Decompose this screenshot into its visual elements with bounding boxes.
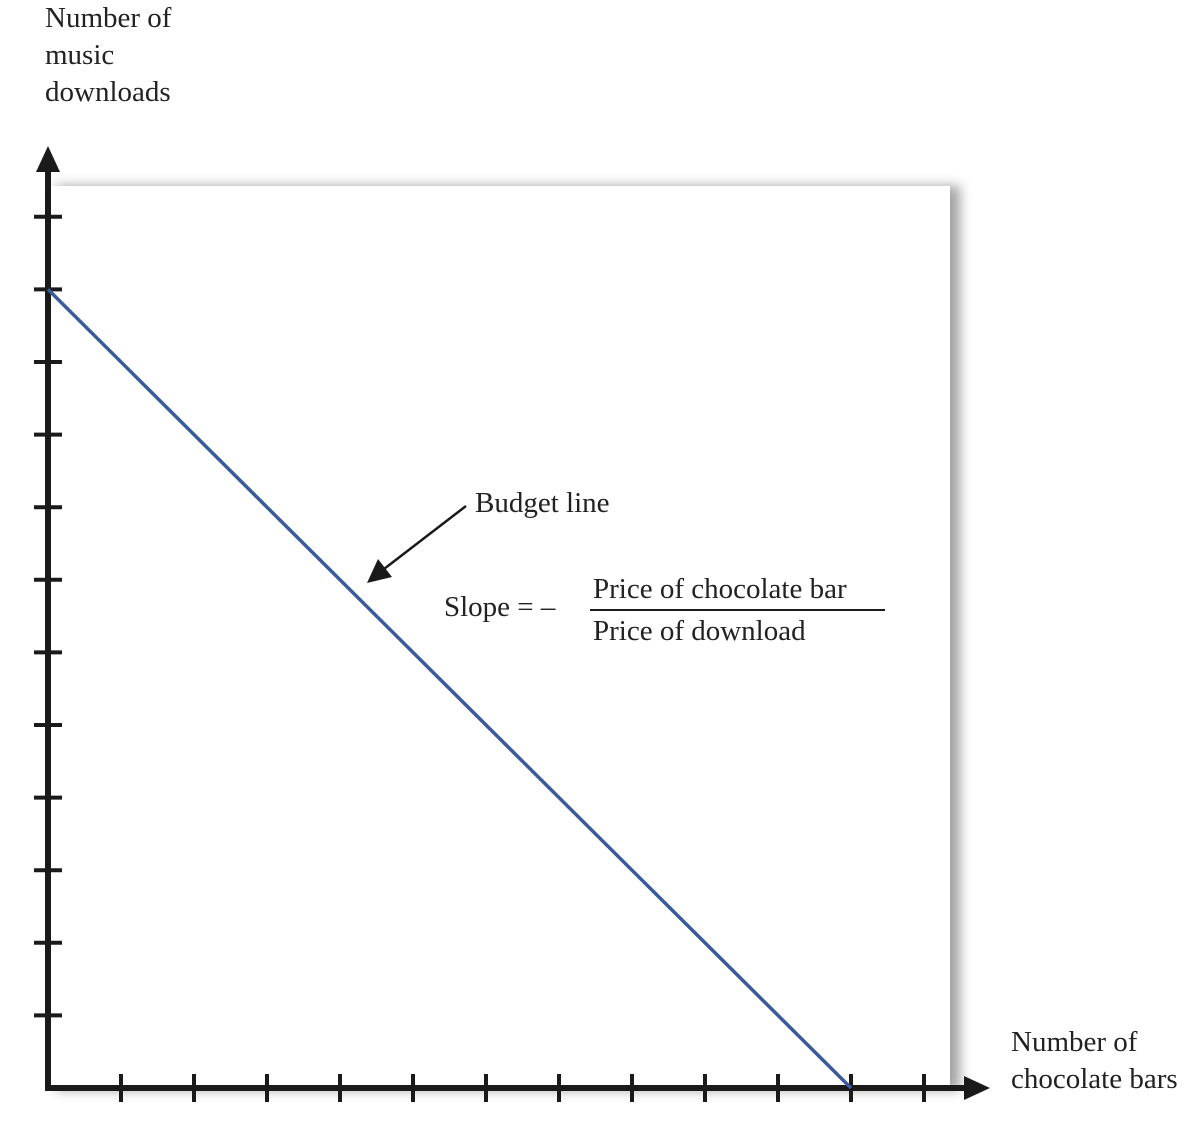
slope-numerator: Price of chocolate bar (593, 573, 847, 605)
plot-panel (48, 186, 960, 1090)
y-axis-label-line-3: downloads (45, 76, 171, 108)
y-axis-label: Number of music downloads (45, 2, 179, 108)
y-axis-ticks (34, 214, 62, 1018)
axes (36, 146, 990, 1100)
slope-prefix: Slope = – (444, 591, 556, 623)
y-axis-label-line-1: Number of (45, 2, 172, 34)
x-axis-label-line-2: chocolate bars (1011, 1063, 1178, 1095)
x-axis-label-line-1: Number of (1011, 1026, 1138, 1058)
budget-line-pointer (383, 505, 467, 570)
budget-line-label: Budget line (475, 487, 610, 519)
x-axis-arrow (964, 1076, 990, 1100)
budget-line-pointer-head (367, 559, 392, 583)
y-axis-arrow (36, 146, 60, 172)
budget-line (46, 288, 853, 1090)
x-axis-label: Number of chocolate bars (1011, 1026, 1178, 1095)
slope-denominator: Price of download (593, 615, 806, 647)
y-axis-label-line-2: music (45, 39, 114, 71)
